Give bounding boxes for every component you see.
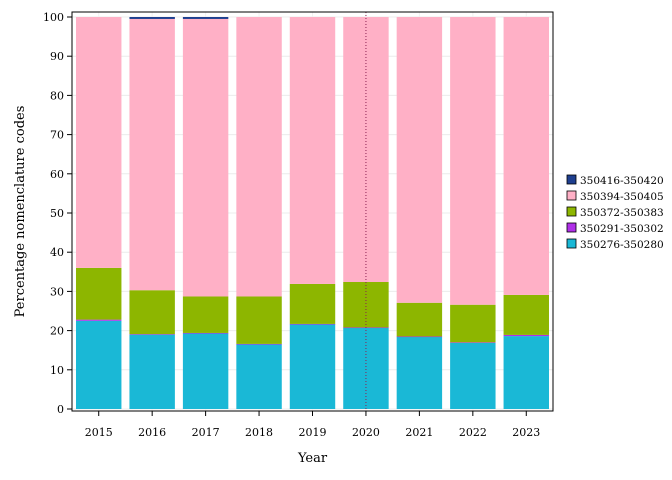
bar-segment: [396, 302, 443, 337]
legend: 350416-350420 350394-350405 350372-350383 3…: [566, 174, 664, 251]
y-tick-label: 10: [50, 364, 64, 377]
y-tick-label: 100: [43, 11, 64, 24]
legend-label: 350394-350405: [580, 191, 664, 203]
bar-segment: [343, 17, 389, 282]
y-tick-label: 70: [50, 129, 64, 142]
legend-label: 350416-350420: [580, 175, 664, 187]
bar-segment: [396, 336, 443, 338]
legend-swatch: [566, 206, 577, 217]
bar-segment: [503, 294, 549, 335]
bar-segment: [236, 296, 282, 344]
bar-segment: [450, 304, 496, 343]
bar-segment: [129, 290, 175, 335]
bar-segment: [129, 334, 175, 335]
bar-segment: [76, 319, 122, 321]
y-tick-label: 20: [50, 325, 64, 338]
x-tick-label: 2017: [192, 426, 220, 439]
bar-segment: [450, 17, 496, 305]
y-axis-title: Percentage nomenclature codes: [13, 106, 28, 318]
bar-segment: [182, 333, 229, 409]
y-tick-label: 50: [50, 207, 64, 220]
x-tick-label: 2021: [405, 426, 433, 439]
y-tick-label: 90: [50, 50, 64, 63]
legend-label: 350291-350302: [580, 223, 664, 235]
bar-segment: [236, 17, 282, 297]
bar-segment: [129, 334, 175, 409]
bar-segment: [182, 332, 229, 334]
bar-segment: [450, 342, 496, 343]
x-axis-title: Year: [297, 451, 328, 466]
bar-segment: [236, 343, 282, 345]
legend-swatch: [566, 222, 577, 233]
bar-segment: [236, 344, 282, 409]
x-tick-label: 2022: [459, 426, 487, 439]
legend-swatch: [566, 190, 577, 201]
y-tick-label: 60: [50, 168, 64, 181]
bar-segment: [343, 281, 389, 328]
bars: [76, 17, 549, 409]
bar-segment: [76, 17, 122, 268]
axes: 0 10 20 30 40 50 60 70 80 90 100 2015 2016 2017 2018 20…: [43, 11, 540, 439]
bar-segment: [503, 17, 549, 295]
x-tick-label: 2018: [245, 426, 273, 439]
x-tick-label: 2023: [512, 426, 540, 439]
x-tick-label: 2016: [138, 426, 166, 439]
bar-segment: [129, 18, 175, 291]
bar-segment: [396, 17, 443, 303]
bar-segment: [76, 267, 122, 320]
legend-swatch: [566, 174, 577, 185]
bar-segment: [503, 334, 549, 337]
bar-segment: [182, 18, 229, 297]
x-tick-label: 2019: [299, 426, 327, 439]
legend-label: 350276-350280: [580, 239, 664, 251]
bar-segment: [396, 336, 443, 409]
bar-segment: [503, 336, 549, 409]
bar-segment: [129, 17, 175, 19]
bar-segment: [343, 327, 389, 409]
y-tick-label: 0: [57, 403, 64, 416]
bar-segment: [450, 342, 496, 409]
legend-swatch: [566, 238, 577, 249]
bar-segment: [289, 17, 336, 284]
bar-segment: [182, 296, 229, 333]
bar-segment: [289, 283, 336, 324]
x-tick-label: 2015: [85, 426, 113, 439]
x-tick-label: 2020: [352, 426, 380, 439]
bar-segment: [76, 320, 122, 409]
y-tick-label: 40: [50, 246, 64, 259]
legend-label: 350372-350383: [580, 207, 664, 219]
bar-segment: [289, 323, 336, 325]
y-tick-label: 30: [50, 285, 64, 298]
y-tick-label: 80: [50, 89, 64, 102]
bar-segment: [182, 17, 229, 19]
bar-segment: [289, 324, 336, 409]
